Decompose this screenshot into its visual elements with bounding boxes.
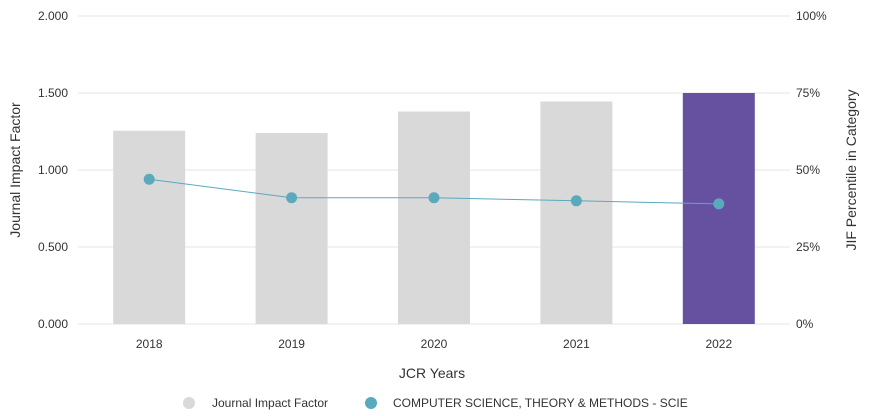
- y-tick-label: 0.000: [38, 317, 68, 331]
- bar-2018[interactable]: [113, 130, 186, 324]
- y-tick-label: 0.500: [38, 240, 68, 254]
- x-tick-label: 2020: [421, 337, 448, 351]
- bar-2021[interactable]: [540, 101, 613, 324]
- y2-tick-label: 100%: [796, 9, 827, 23]
- x-tick-label: 2019: [278, 337, 305, 351]
- legend-category-marker[interactable]: [365, 397, 377, 409]
- x-axis-title: JCR Years: [399, 365, 465, 381]
- legend-jif-marker[interactable]: [183, 397, 195, 409]
- bar-2020[interactable]: [398, 111, 470, 324]
- legend-jif-label[interactable]: Journal Impact Factor: [212, 396, 328, 410]
- y-tick-label: 1.000: [38, 163, 68, 177]
- percentile-point-2020[interactable]: [428, 192, 440, 204]
- y2-tick-label: 25%: [796, 240, 820, 254]
- jif-bars: [113, 93, 755, 324]
- legend-category-label[interactable]: COMPUTER SCIENCE, THEORY & METHODS - SCI…: [393, 396, 688, 410]
- right-axis-ticks: 0% 25% 50% 75% 100%: [796, 9, 827, 331]
- y-tick-label: 1.500: [38, 86, 68, 100]
- percentile-point-2022[interactable]: [713, 198, 725, 210]
- x-tick-label: 2022: [705, 337, 732, 351]
- percentile-point-2018[interactable]: [143, 173, 155, 185]
- percentile-point-2021[interactable]: [570, 195, 582, 207]
- bar-2019[interactable]: [255, 133, 328, 324]
- y2-tick-label: 0%: [796, 317, 814, 331]
- y2-tick-label: 50%: [796, 163, 820, 177]
- left-axis-ticks: 0.000 0.500 1.000 1.500 2.000: [38, 9, 68, 331]
- percentile-series: [143, 173, 725, 210]
- x-tick-label: 2018: [136, 337, 163, 351]
- legend: Journal Impact Factor COMPUTER SCIENCE, …: [183, 396, 688, 410]
- x-tick-label: 2021: [563, 337, 590, 351]
- y2-axis-title: JIF Percentile in Category: [843, 89, 859, 250]
- percentile-point-2019[interactable]: [286, 192, 298, 204]
- y2-tick-label: 75%: [796, 86, 820, 100]
- y-axis-title: Journal Impact Factor: [7, 102, 23, 238]
- y-tick-label: 2.000: [38, 9, 68, 23]
- x-axis-ticks: 2018 2019 2020 2021 2022: [136, 337, 733, 351]
